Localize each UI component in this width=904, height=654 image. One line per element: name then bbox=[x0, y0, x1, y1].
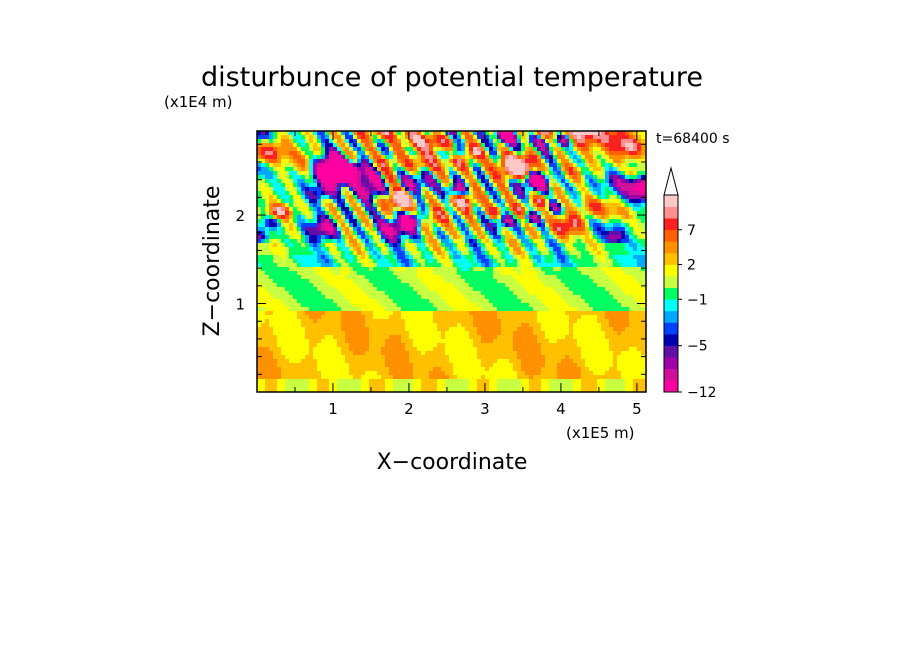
colorbar-swatch bbox=[664, 357, 678, 370]
colorbar-swatch bbox=[664, 380, 678, 393]
x-tick-label: 1 bbox=[328, 400, 338, 418]
x-tick-label: 3 bbox=[480, 400, 490, 418]
colorbar: 7 2 −1 −5 −12 bbox=[663, 166, 717, 401]
colorbar-swatch bbox=[664, 322, 678, 335]
colorbar-swatch bbox=[664, 218, 678, 231]
temperature-field bbox=[257, 131, 646, 392]
colorbar-arrow bbox=[663, 166, 679, 196]
x-tick-label: 2 bbox=[404, 400, 414, 418]
colorbar-label: −12 bbox=[687, 385, 717, 401]
time-label: t=68400 s bbox=[656, 131, 730, 147]
y-unit-label: (x1E4 m) bbox=[164, 93, 233, 111]
colorbar-swatch bbox=[664, 299, 678, 312]
plot-frame bbox=[256, 130, 647, 393]
y-tick-label: 2 bbox=[235, 207, 245, 225]
colorbar-swatch bbox=[664, 264, 678, 277]
colorbar-swatch bbox=[664, 276, 678, 289]
colorbar-swatch bbox=[664, 206, 678, 219]
x-axis-label: X−coordinate bbox=[377, 450, 528, 475]
y-axis: 12 bbox=[235, 143, 646, 375]
colorbar-swatch bbox=[664, 195, 678, 207]
colorbar-swatch bbox=[664, 334, 678, 346]
colorbar-label: 7 bbox=[687, 223, 696, 239]
y-axis-label: Z−coordinate bbox=[200, 186, 225, 337]
colorbar-label: −5 bbox=[687, 339, 708, 355]
colorbar-swatch bbox=[664, 287, 678, 300]
x-tick-label: 5 bbox=[632, 400, 642, 418]
colorbar-swatch bbox=[664, 252, 678, 265]
colorbar-label: −1 bbox=[687, 292, 708, 308]
x-tick-label: 4 bbox=[556, 400, 566, 418]
y-tick-label: 1 bbox=[235, 296, 245, 314]
colorbar-swatch bbox=[664, 310, 678, 323]
colorbar-swatch bbox=[664, 241, 678, 254]
colorbar-swatch bbox=[664, 345, 678, 358]
colorbar-swatch bbox=[664, 229, 678, 242]
x-axis: 1 2 3 4 5 bbox=[294, 131, 642, 418]
colorbar-label: 2 bbox=[687, 258, 696, 274]
colorbar-swatch bbox=[664, 368, 678, 381]
chart-title: disturbunce of potential temperature bbox=[201, 62, 703, 93]
x-unit-label: (x1E5 m) bbox=[566, 424, 635, 442]
